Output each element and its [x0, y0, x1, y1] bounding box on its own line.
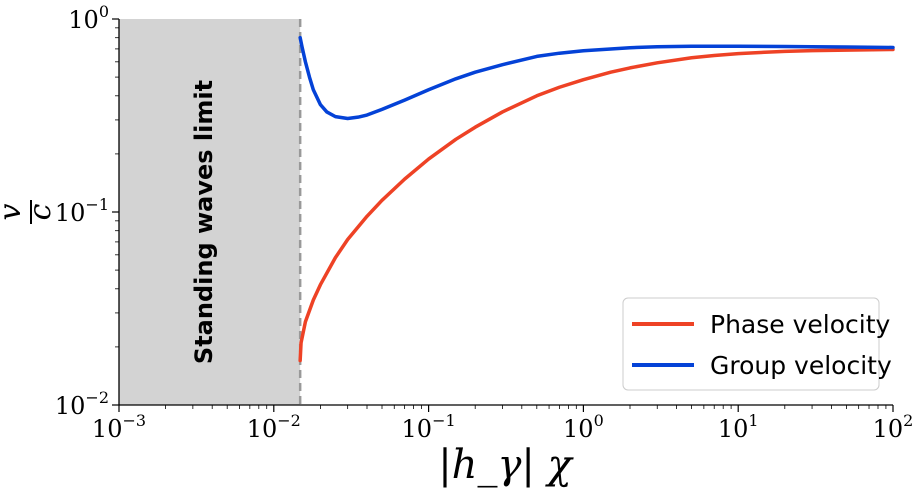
- y-axis-label: v c: [0, 200, 58, 224]
- y-tick-label: 100: [68, 2, 109, 34]
- x-tick-label: 10−2: [247, 411, 301, 443]
- series-line-phase-velocity: [298, 47, 895, 363]
- axes: [112, 18, 894, 412]
- legend-label-phase: Phase velocity: [710, 310, 891, 339]
- shaded-region-label: Standing waves limit: [190, 80, 218, 364]
- x-tick-label: 101: [718, 411, 759, 443]
- legend: Phase velocity Group velocity: [622, 297, 892, 391]
- x-tick-label: 10−3: [92, 411, 146, 443]
- x-tick-label: 100: [563, 411, 604, 443]
- y-axis-label-denominator: c: [23, 203, 58, 220]
- standing-waves-region: [119, 19, 301, 405]
- y-axis-label-numerator: v: [0, 203, 28, 220]
- x-axis-label: |h_γ| χ: [438, 442, 574, 488]
- x-tick-label: 10−1: [402, 411, 456, 443]
- y-tick-label: 10−2: [55, 388, 109, 420]
- y-tick-label: 10−1: [55, 195, 109, 227]
- plot-area: [119, 19, 895, 405]
- x-tick-label: 102: [873, 411, 914, 443]
- legend-label-group: Group velocity: [710, 351, 892, 380]
- series-line-group-velocity: [298, 35, 895, 121]
